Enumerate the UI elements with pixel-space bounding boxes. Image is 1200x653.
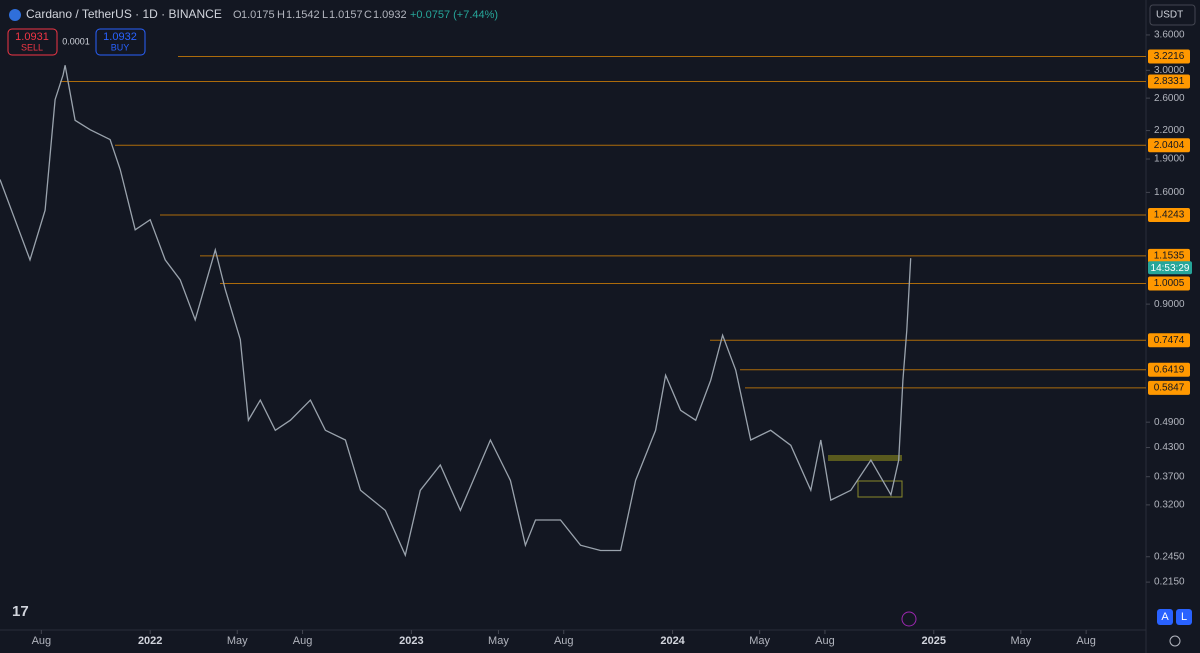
level-tag: [1148, 207, 1190, 222]
level-tag: [1148, 276, 1190, 291]
x-tick-label: May: [488, 635, 509, 647]
level-tag: [1148, 49, 1190, 64]
zone: [857, 480, 903, 498]
x-tick-label: 2023: [399, 635, 423, 647]
y-tick-label: 0.3200: [1154, 500, 1185, 511]
x-tick-label: Aug: [554, 635, 574, 647]
tv-logo: 17: [12, 603, 29, 620]
ohlc-key: O: [233, 9, 242, 21]
level-tag: [1148, 333, 1190, 348]
currency-select[interactable]: [1149, 4, 1196, 26]
sell-label: SELL: [21, 42, 43, 52]
sell-button[interactable]: [7, 28, 58, 56]
sell-price: 1.0931: [15, 31, 49, 43]
y-tick-label: 1.9000: [1154, 154, 1185, 165]
level-label: 2.8331: [1154, 76, 1185, 87]
countdown-tag: [1148, 261, 1192, 275]
buy-button[interactable]: [95, 28, 146, 56]
x-tick-label: 2025: [922, 635, 946, 647]
zone: [828, 455, 902, 461]
countdown: 14:53:29: [1151, 263, 1190, 274]
level-tag: [1148, 362, 1190, 377]
level-tag: [1148, 248, 1190, 263]
level-label: 1.4243: [1154, 210, 1185, 221]
level-tag: [1148, 74, 1190, 89]
buy-label: BUY: [111, 42, 130, 52]
price-line: [0, 65, 912, 558]
x-tick-label: 2022: [138, 635, 162, 647]
symbol-title: Cardano / TetherUS · 1D · BINANCE: [26, 7, 222, 21]
settings-icon[interactable]: [1169, 635, 1181, 647]
x-tick-label: 2024: [660, 635, 685, 647]
level-label: 1.0005: [1154, 278, 1185, 289]
y-tick-label: 3.0000: [1154, 65, 1185, 76]
level-label: 0.5847: [1154, 382, 1185, 393]
level-label: 0.6419: [1154, 364, 1185, 375]
x-tick-label: Aug: [815, 635, 835, 647]
y-tick-label: 3.6000: [1154, 30, 1185, 41]
auto-button[interactable]: [1157, 609, 1173, 625]
level-label: 3.2216: [1154, 51, 1185, 62]
y-tick-label: 0.3700: [1154, 471, 1185, 482]
y-tick-label: 1.6000: [1154, 187, 1185, 198]
x-tick-label: May: [227, 635, 248, 647]
level-tag: [1148, 380, 1190, 395]
button-label: A: [1161, 611, 1169, 623]
x-tick-label: May: [749, 635, 770, 647]
x-tick-label: May: [1010, 635, 1031, 647]
y-tick-label: 0.2450: [1154, 551, 1185, 562]
level-label: 0.7474: [1154, 335, 1185, 346]
y-tick-label: 0.9000: [1154, 299, 1185, 310]
ohlc-change: +0.0757 (+7.44%): [410, 9, 498, 21]
x-tick-label: Aug: [32, 635, 52, 647]
ohlc-key: H: [277, 9, 285, 21]
flash-icon[interactable]: [901, 611, 917, 627]
x-tick-label: Aug: [1076, 635, 1096, 647]
x-tick-label: Aug: [293, 635, 313, 647]
ohlc-key: C: [364, 9, 372, 21]
buy-price: 1.0932: [103, 31, 137, 43]
ohlc-value: 1.0175: [241, 9, 275, 21]
currency: USDT: [1156, 10, 1183, 21]
level-label: 2.0404: [1154, 140, 1185, 151]
ohlc-value: 1.1542: [286, 9, 320, 21]
y-tick-label: 0.4300: [1154, 442, 1185, 453]
ohlc-key: L: [322, 9, 328, 21]
ohlc-value: 1.0932: [373, 9, 407, 21]
y-tick-label: 0.4900: [1154, 417, 1185, 428]
y-tick-label: 2.2000: [1154, 125, 1185, 136]
logo: [9, 9, 21, 21]
button-label: L: [1181, 611, 1187, 623]
spread: 0.0001: [62, 36, 90, 46]
ohlc-value: 1.0157: [329, 9, 363, 21]
log-button[interactable]: [1176, 609, 1192, 625]
level-tag: [1148, 138, 1190, 153]
y-tick-label: 0.2150: [1154, 577, 1185, 588]
level-label: 1.1535: [1154, 251, 1185, 262]
y-tick-label: 2.6000: [1154, 93, 1185, 104]
